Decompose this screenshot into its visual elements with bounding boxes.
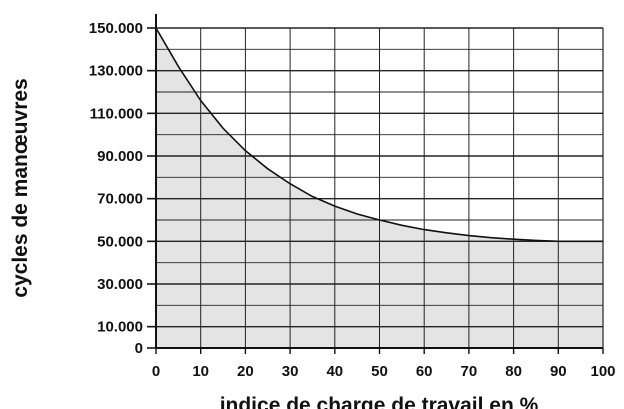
series-line xyxy=(155,27,603,243)
y-tick-label: 70.000 xyxy=(97,191,143,208)
x-tick-labels: 0 10 20 30 40 50 60 70 80 90 100 xyxy=(152,363,616,380)
x-tick-label: 100 xyxy=(590,363,615,380)
x-axis-title: indice de charge de travail en % xyxy=(220,394,539,409)
axes xyxy=(147,14,604,354)
y-tick-label: 0 xyxy=(135,340,143,357)
y-tick-label: 30.000 xyxy=(97,276,143,293)
x-tick-label: 80 xyxy=(505,363,522,380)
x-tick-label: 90 xyxy=(550,363,567,380)
x-tick-label: 60 xyxy=(416,363,433,380)
x-tick-label: 0 xyxy=(152,363,160,380)
x-tick-label: 20 xyxy=(237,363,254,380)
x-tick-label: 10 xyxy=(192,363,209,380)
y-tick-label: 130.000 xyxy=(89,63,143,80)
x-tick-label: 50 xyxy=(371,363,388,380)
y-tick-label: 150.000 xyxy=(89,20,143,37)
y-tick-labels: 0 10.000 30.000 50.000 70.000 90.000 110.000 13… xyxy=(89,20,143,357)
y-tick-label: 10.000 xyxy=(97,319,143,336)
x-tick-label: 40 xyxy=(326,363,343,380)
area-fill xyxy=(156,28,603,348)
x-tick-label: 70 xyxy=(461,363,478,380)
y-tick-label: 90.000 xyxy=(97,148,143,165)
area-layer xyxy=(156,28,603,348)
y-axis-title: cycles de manœuvres xyxy=(9,78,32,297)
y-tick-label: 110.000 xyxy=(90,105,143,122)
grid-major xyxy=(156,27,604,348)
x-tick-label: 30 xyxy=(282,363,299,380)
y-tick-label: 50.000 xyxy=(97,233,143,250)
